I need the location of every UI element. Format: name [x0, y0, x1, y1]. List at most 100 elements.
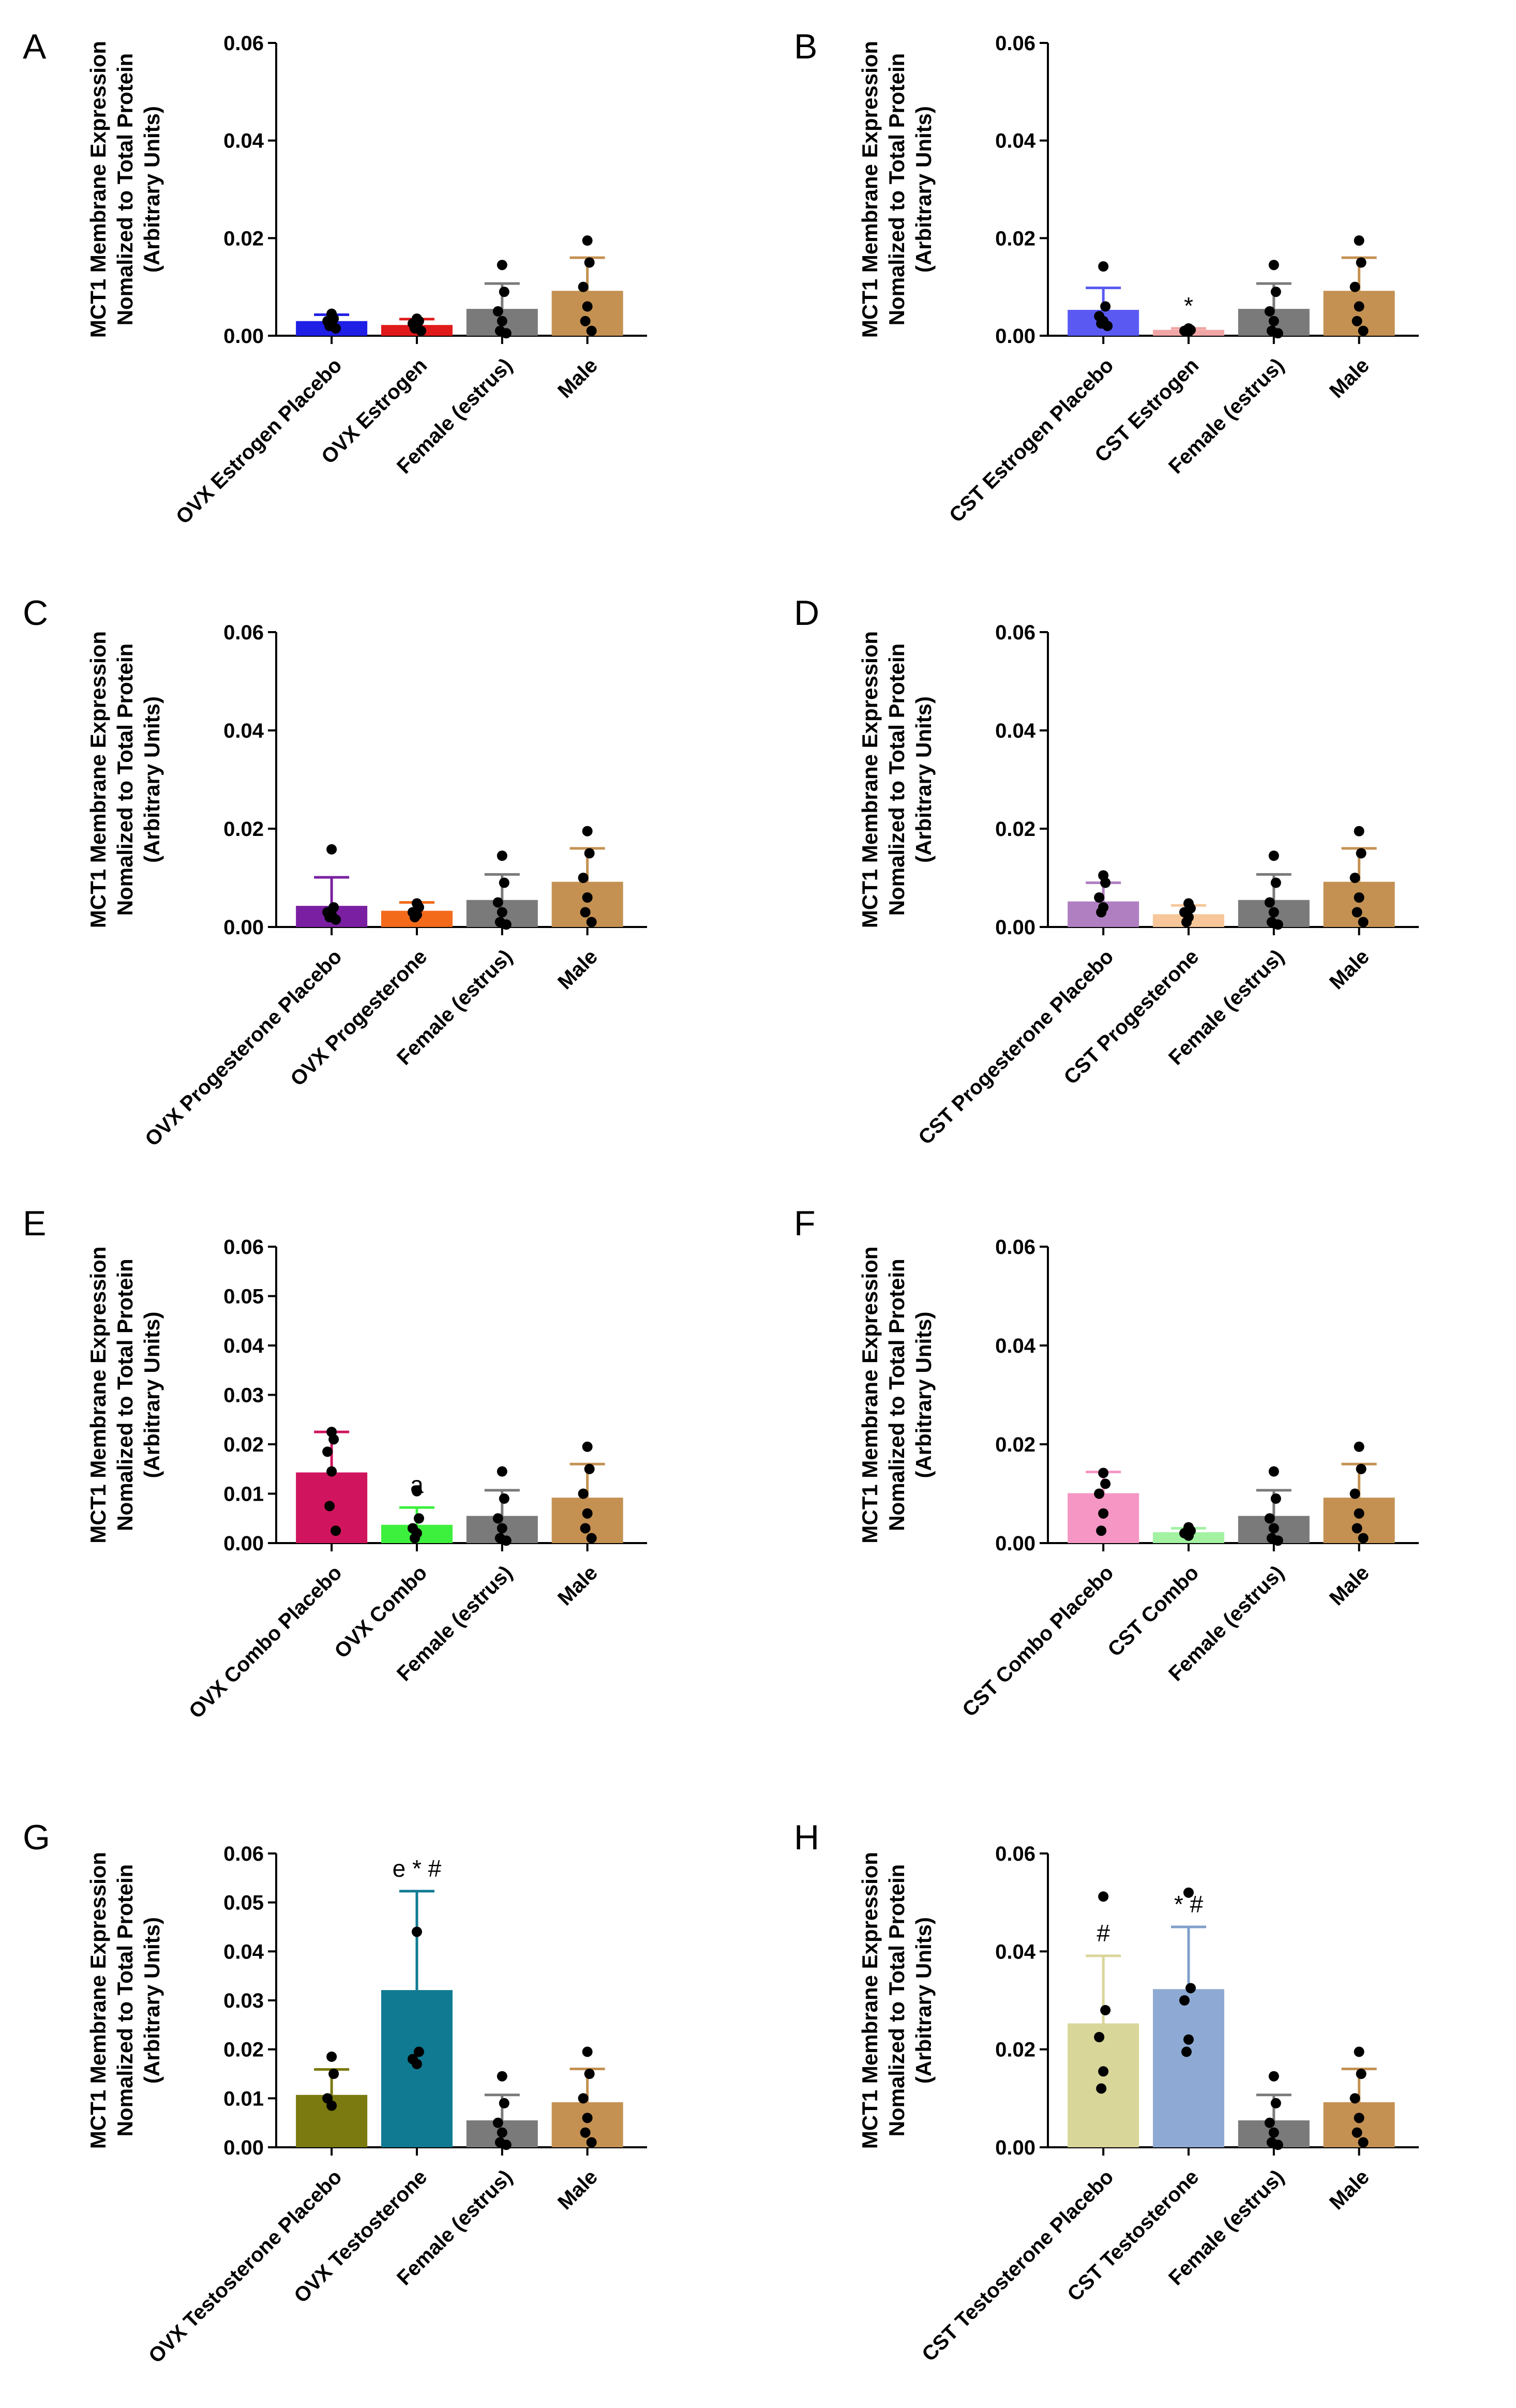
y-axis-label: Nomalized to Total Protein	[113, 644, 137, 916]
y-tick-label: 0.00	[223, 1532, 264, 1555]
panel-letter: B	[794, 27, 817, 66]
data-point	[1096, 1525, 1107, 1536]
y-axis-label: (Arbitrary Units)	[140, 106, 164, 273]
y-tick-label: 0.04	[223, 1335, 264, 1357]
data-point	[1268, 850, 1279, 861]
chart-panel-b: B MCT1 Membrane Expression Nomalized to To…	[794, 27, 1419, 527]
data-point	[1354, 826, 1364, 836]
y-axis-label: Nomalized to Total Protein	[113, 53, 137, 326]
data-point	[1270, 1493, 1281, 1504]
data-point	[586, 917, 597, 928]
panel-letter: F	[794, 1204, 816, 1243]
data-point	[1264, 897, 1275, 908]
y-tick-label: 0.04	[995, 720, 1036, 742]
y-tick-label: 0.00	[223, 2136, 264, 2159]
y-tick-label: 0.00	[223, 916, 264, 939]
data-point	[1272, 919, 1283, 930]
y-tick-label: 0.00	[995, 325, 1035, 348]
data-point	[582, 2046, 593, 2057]
y-tick-label: 0.04	[995, 1940, 1036, 1963]
data-point	[326, 1466, 337, 1477]
x-category-label: Male	[1325, 354, 1374, 402]
data-point	[1100, 2005, 1111, 2015]
data-point	[1272, 2140, 1283, 2150]
data-point	[1183, 2034, 1194, 2045]
significance-annotation: * #	[1174, 1891, 1204, 1918]
data-point	[1358, 917, 1369, 928]
bar	[1152, 1989, 1224, 2147]
data-point	[1094, 1488, 1105, 1499]
data-point	[1354, 1441, 1364, 1452]
data-point	[1098, 2066, 1109, 2077]
y-tick-label: 0.03	[223, 1990, 264, 2012]
y-axis-label: MCT1 Membrane Expression	[858, 1852, 882, 2149]
data-point	[582, 301, 593, 312]
x-category-label: Male	[1325, 2165, 1374, 2214]
data-point	[1183, 326, 1194, 337]
significance-annotation: #	[1097, 1920, 1110, 1947]
y-axis-label: Nomalized to Total Protein	[884, 1259, 909, 1531]
data-point	[497, 2127, 507, 2138]
data-point	[582, 2113, 593, 2123]
data-point	[501, 919, 512, 930]
data-point	[584, 1463, 595, 1474]
y-axis-label: (Arbitrary Units)	[911, 106, 936, 273]
y-tick-label: 0.06	[995, 32, 1035, 55]
data-point	[584, 2069, 595, 2079]
panel-letter: E	[23, 1204, 46, 1243]
data-point	[499, 2098, 509, 2108]
data-point	[1352, 907, 1362, 918]
data-point	[1179, 1995, 1190, 2006]
data-point	[497, 2071, 507, 2082]
data-point	[578, 1488, 589, 1499]
data-point	[582, 826, 593, 836]
data-point	[580, 907, 591, 918]
y-tick-label: 0.06	[223, 1843, 264, 1865]
data-point	[1354, 2046, 1364, 2057]
data-point	[1352, 1523, 1362, 1534]
data-point	[1094, 2032, 1105, 2042]
y-tick-label: 0.00	[995, 916, 1035, 939]
data-point	[1268, 907, 1279, 918]
chart-panel-h: H MCT1 Membrane Expression Nomalized to To…	[794, 1818, 1419, 2366]
data-point	[326, 844, 337, 855]
data-point	[1352, 316, 1362, 326]
significance-annotation: e * #	[393, 1855, 442, 1882]
chart-panel-f: F MCT1 Membrane Expression Nomalized to To…	[794, 1204, 1419, 1722]
data-point	[1264, 1513, 1275, 1524]
y-tick-label: 0.06	[995, 1843, 1035, 1865]
data-point	[582, 892, 593, 903]
data-point	[1098, 1508, 1109, 1519]
y-axis-label: MCT1 Membrane Expression	[86, 41, 110, 338]
data-point	[1098, 1891, 1109, 1902]
data-point	[582, 1441, 593, 1452]
y-tick-label: 0.00	[995, 2136, 1035, 2159]
y-axis-label: (Arbitrary Units)	[911, 1311, 936, 1478]
data-point	[1270, 2098, 1281, 2108]
x-category-label: Male	[553, 2165, 602, 2214]
x-category-label: CST Combo Placebo	[958, 1561, 1118, 1721]
data-point	[1096, 907, 1107, 918]
data-point	[497, 907, 507, 918]
data-point	[1098, 261, 1109, 272]
data-point	[1268, 260, 1279, 271]
data-point	[1268, 2071, 1279, 2082]
data-point	[331, 1525, 341, 1536]
x-category-label: Male	[553, 354, 602, 402]
x-category-label: Male	[553, 1561, 602, 1610]
y-tick-label: 0.02	[995, 227, 1035, 250]
data-point	[331, 914, 341, 925]
y-axis-label: (Arbitrary Units)	[140, 1917, 164, 2084]
data-point	[586, 325, 597, 336]
data-point	[497, 316, 507, 326]
y-tick-label: 0.02	[223, 227, 264, 250]
x-category-label: CST Estrogen Placebo	[945, 354, 1118, 527]
data-point	[497, 260, 507, 271]
data-point	[1349, 2093, 1360, 2104]
chart-panel-a: A MCT1 Membrane Expression Nomalized to To…	[23, 27, 647, 529]
y-axis-label: Nomalized to Total Protein	[884, 1864, 909, 2137]
data-point	[409, 912, 420, 922]
data-point	[1354, 2113, 1364, 2123]
data-point	[578, 281, 589, 292]
